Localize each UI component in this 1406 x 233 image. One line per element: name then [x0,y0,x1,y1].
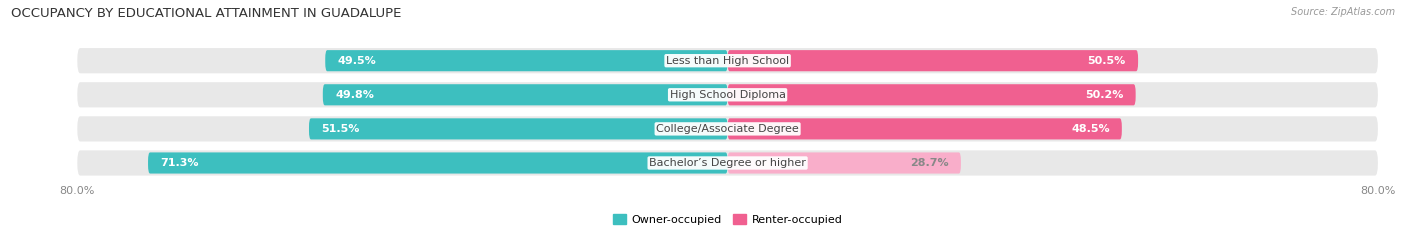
Text: 51.5%: 51.5% [321,124,360,134]
Text: OCCUPANCY BY EDUCATIONAL ATTAINMENT IN GUADALUPE: OCCUPANCY BY EDUCATIONAL ATTAINMENT IN G… [11,7,402,20]
Text: 49.8%: 49.8% [335,90,374,100]
Text: 71.3%: 71.3% [160,158,198,168]
FancyBboxPatch shape [728,152,960,174]
FancyBboxPatch shape [728,118,1122,140]
Text: Less than High School: Less than High School [666,56,789,66]
FancyBboxPatch shape [728,50,1137,71]
FancyBboxPatch shape [77,82,1378,107]
Text: College/Associate Degree: College/Associate Degree [657,124,799,134]
Text: Source: ZipAtlas.com: Source: ZipAtlas.com [1291,7,1395,17]
FancyBboxPatch shape [77,116,1378,141]
Text: 50.2%: 50.2% [1085,90,1123,100]
Text: 50.5%: 50.5% [1088,56,1126,66]
Legend: Owner-occupied, Renter-occupied: Owner-occupied, Renter-occupied [609,210,846,229]
Text: 28.7%: 28.7% [910,158,949,168]
FancyBboxPatch shape [148,152,728,174]
FancyBboxPatch shape [77,48,1378,73]
FancyBboxPatch shape [309,118,728,140]
FancyBboxPatch shape [323,84,728,105]
Text: 49.5%: 49.5% [337,56,377,66]
Text: Bachelor’s Degree or higher: Bachelor’s Degree or higher [650,158,806,168]
FancyBboxPatch shape [77,150,1378,176]
FancyBboxPatch shape [728,84,1136,105]
Text: 48.5%: 48.5% [1071,124,1109,134]
FancyBboxPatch shape [325,50,728,71]
Text: High School Diploma: High School Diploma [669,90,786,100]
